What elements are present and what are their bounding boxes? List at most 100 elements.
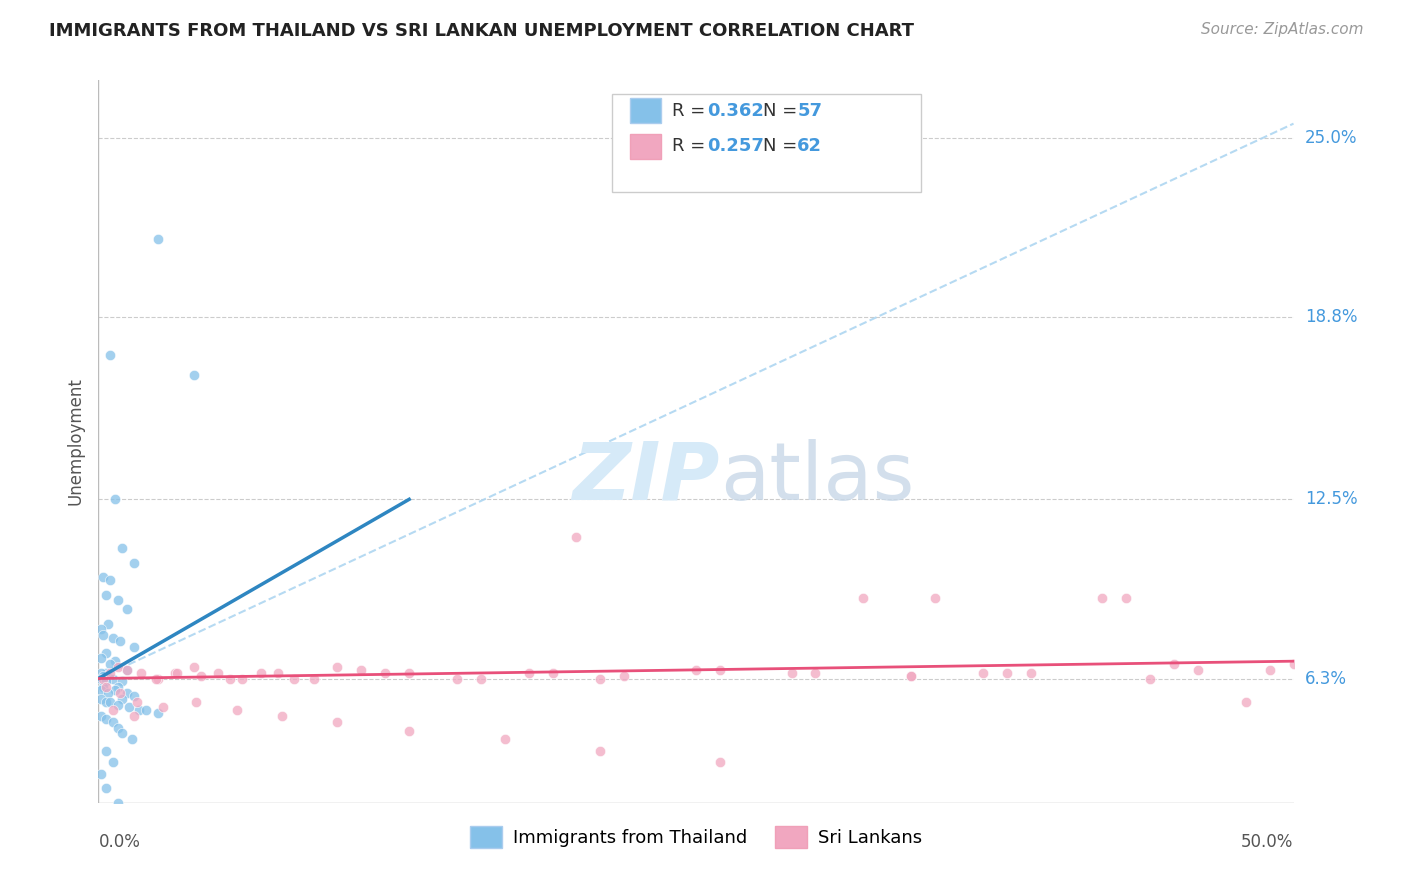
- Point: [128, 703, 150, 717]
- Point: [90, 767, 112, 781]
- Point: [852, 591, 875, 605]
- Point: [124, 709, 146, 723]
- Point: [900, 668, 922, 682]
- Point: [91, 628, 114, 642]
- Point: [446, 672, 468, 686]
- Text: 0.0%: 0.0%: [98, 833, 141, 851]
- Text: 0.362: 0.362: [707, 102, 763, 120]
- Point: [101, 672, 124, 686]
- Text: N =: N =: [763, 137, 803, 155]
- Point: [1187, 663, 1209, 677]
- Point: [183, 368, 205, 382]
- Point: [94, 680, 117, 694]
- Point: [121, 732, 143, 747]
- Point: [1234, 695, 1257, 709]
- Point: [1115, 591, 1137, 605]
- Point: [107, 721, 129, 735]
- Point: [101, 756, 124, 770]
- Legend: Immigrants from Thailand, Sri Lankans: Immigrants from Thailand, Sri Lankans: [470, 826, 922, 848]
- Point: [108, 634, 131, 648]
- Point: [111, 691, 134, 706]
- Text: 12.5%: 12.5%: [1305, 491, 1357, 508]
- Point: [271, 709, 294, 723]
- Point: [118, 700, 141, 714]
- Point: [94, 588, 117, 602]
- Point: [90, 683, 112, 698]
- Text: ZIP: ZIP: [572, 439, 720, 516]
- Point: [1282, 657, 1305, 671]
- Text: atlas: atlas: [720, 439, 914, 516]
- Point: [108, 686, 131, 700]
- Point: [124, 689, 146, 703]
- Text: 62: 62: [797, 137, 823, 155]
- Point: [374, 665, 396, 680]
- Point: [91, 570, 114, 584]
- Point: [131, 665, 153, 680]
- Y-axis label: Unemployment: Unemployment: [66, 377, 84, 506]
- Point: [104, 492, 127, 507]
- Point: [90, 623, 112, 637]
- Point: [685, 663, 707, 677]
- Point: [94, 712, 117, 726]
- Point: [207, 665, 229, 680]
- Point: [98, 348, 122, 362]
- Point: [302, 672, 325, 686]
- Point: [101, 703, 124, 717]
- Point: [91, 680, 114, 694]
- Point: [709, 756, 731, 770]
- Point: [231, 672, 253, 686]
- Text: 6.3%: 6.3%: [1305, 670, 1347, 688]
- Point: [350, 663, 373, 677]
- Point: [183, 660, 205, 674]
- Point: [152, 700, 174, 714]
- Point: [250, 665, 273, 680]
- Point: [94, 665, 117, 680]
- Point: [94, 646, 117, 660]
- Point: [145, 672, 167, 686]
- Text: 18.8%: 18.8%: [1305, 309, 1357, 326]
- Text: Source: ZipAtlas.com: Source: ZipAtlas.com: [1201, 22, 1364, 37]
- Text: R =: R =: [672, 102, 711, 120]
- Point: [398, 665, 420, 680]
- Point: [148, 672, 170, 686]
- Point: [517, 665, 540, 680]
- Point: [94, 781, 117, 796]
- Point: [995, 665, 1018, 680]
- Point: [135, 703, 157, 717]
- Point: [589, 672, 612, 686]
- Point: [267, 665, 290, 680]
- Point: [972, 665, 994, 680]
- Point: [1163, 657, 1185, 671]
- Point: [104, 654, 127, 668]
- Point: [101, 631, 124, 645]
- Point: [94, 695, 117, 709]
- Point: [97, 686, 120, 700]
- Point: [107, 796, 129, 810]
- Point: [326, 714, 349, 729]
- Point: [98, 657, 122, 671]
- Point: [91, 672, 114, 686]
- Point: [804, 665, 827, 680]
- Point: [613, 668, 636, 682]
- Point: [163, 665, 186, 680]
- Point: [398, 723, 420, 738]
- Text: N =: N =: [763, 102, 803, 120]
- Point: [166, 665, 188, 680]
- Point: [1258, 663, 1281, 677]
- Point: [124, 640, 146, 654]
- Point: [107, 593, 129, 607]
- Point: [125, 695, 148, 709]
- Point: [219, 672, 242, 686]
- Point: [326, 660, 349, 674]
- Point: [115, 686, 138, 700]
- Point: [104, 683, 127, 698]
- Point: [124, 556, 146, 570]
- Point: [90, 672, 112, 686]
- Point: [283, 672, 305, 686]
- Text: R =: R =: [672, 137, 711, 155]
- Point: [900, 668, 922, 682]
- Point: [107, 698, 129, 712]
- Point: [97, 668, 120, 682]
- Point: [148, 232, 170, 246]
- Point: [101, 714, 124, 729]
